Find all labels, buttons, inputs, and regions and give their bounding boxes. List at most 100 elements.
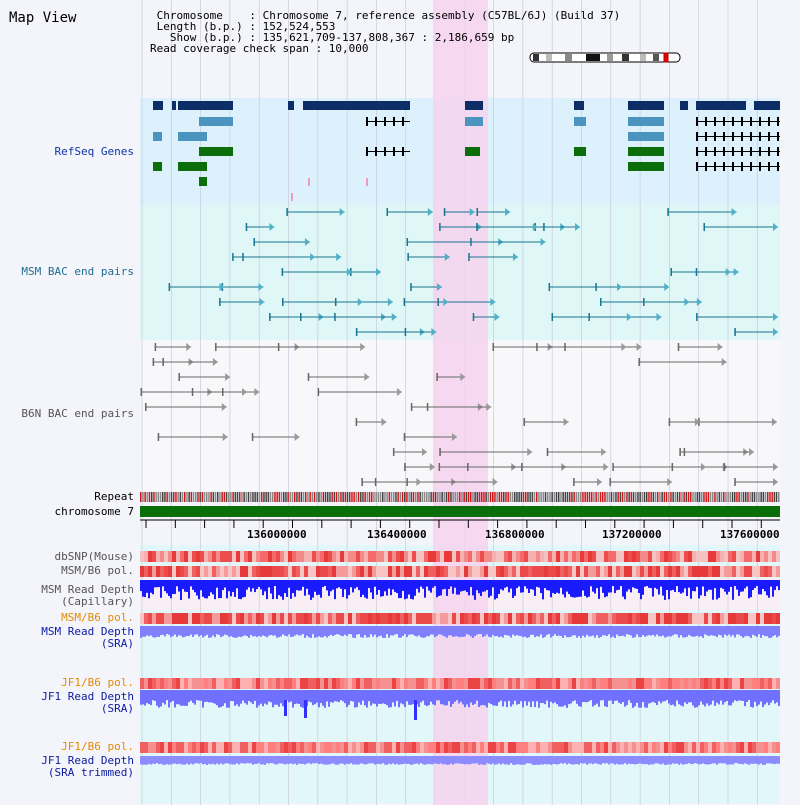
heat-cell (612, 551, 616, 562)
heat-cell (764, 742, 768, 753)
depth-bar (594, 756, 596, 764)
msm-bac-pair-end (407, 253, 409, 261)
heat-cell (196, 551, 200, 562)
depth-bar (612, 626, 614, 637)
depth-bar (582, 580, 584, 591)
depth-bar (348, 626, 350, 635)
depth-bar (680, 626, 682, 636)
jf1-b6-pol-label[interactable]: JF1/B6 pol. (61, 676, 134, 689)
depth-bar (508, 756, 510, 765)
heat-cell (392, 566, 396, 577)
heat-cell (204, 613, 208, 624)
depth-bar (450, 690, 452, 707)
depth-bar (200, 690, 202, 701)
depth-bar (532, 626, 534, 635)
repeat-element (243, 492, 245, 502)
repeat-element (280, 492, 283, 502)
heat-cell (772, 613, 776, 624)
depth-bar (456, 756, 458, 764)
b6n-bac-pair-end (140, 388, 143, 396)
depth-bar (310, 690, 312, 703)
msm-b6-pol-label[interactable]: MSM/B6 pol. (61, 564, 134, 577)
depth-bar (724, 580, 726, 592)
heat-cell (708, 678, 712, 689)
heat-cell (372, 678, 376, 689)
repeat-element (285, 492, 287, 502)
gene-block (628, 162, 664, 171)
depth-bar (146, 690, 148, 704)
jf1-depth-sra-label[interactable]: JF1 Read Depth (SRA) (41, 690, 134, 715)
depth-bar (306, 690, 308, 707)
depth-bar (778, 756, 780, 764)
depth-bar (736, 580, 738, 590)
b6n-bac-label[interactable]: B6N BAC end pairs (21, 407, 134, 420)
depth-bar (370, 626, 372, 635)
heat-cell (572, 742, 576, 753)
depth-bar (328, 626, 330, 637)
heat-cell (624, 551, 628, 562)
depth-bar (374, 580, 376, 587)
refseq-genes-label[interactable]: RefSeq Genes (54, 145, 134, 158)
msm-bac-pair-arrow (494, 313, 500, 321)
repeat-element (769, 492, 771, 502)
depth-bar (192, 626, 194, 638)
depth-bar (190, 690, 192, 701)
heat-cell (140, 551, 144, 562)
dbsnp-label[interactable]: dbSNP(Mouse) (54, 550, 134, 563)
msm-bac-label[interactable]: MSM BAC end pairs (21, 265, 134, 278)
heat-cell (468, 613, 472, 624)
depth-bar (416, 690, 418, 705)
heat-cell (396, 551, 400, 562)
depth-bar (542, 580, 544, 600)
depth-bar (640, 756, 642, 764)
depth-bar (152, 580, 154, 595)
heat-cell (432, 678, 436, 689)
msm-depth-sra-label[interactable]: MSM Read Depth (SRA) (41, 625, 134, 650)
depth-bar (334, 626, 336, 635)
depth-bar (258, 756, 260, 764)
heat-cell (220, 742, 224, 753)
msm-depth-capillary-label[interactable]: MSM Read Depth (Capillary) (41, 583, 134, 608)
depth-bar (468, 580, 470, 596)
depth-bar (206, 690, 208, 702)
jf1-depth-trimmed-label[interactable]: JF1 Read Depth (SRA trimmed) (41, 754, 134, 779)
depth-bar (684, 580, 686, 589)
depth-bar (290, 756, 292, 764)
depth-bar (390, 626, 392, 636)
depth-bar (184, 690, 186, 706)
gene-block (628, 117, 664, 126)
depth-bar (402, 690, 404, 705)
repeat-element (606, 492, 608, 502)
depth-bar (294, 756, 296, 764)
depth-bar (354, 690, 356, 708)
msm-bac-pair-arrow (773, 328, 778, 336)
chromosome-ideogram[interactable] (529, 52, 681, 63)
heat-cell (348, 551, 352, 562)
depth-bar (148, 690, 150, 704)
gene-exon (732, 147, 734, 156)
heat-cell (720, 742, 724, 753)
msm-b6-pol-sra-label[interactable]: MSM/B6 pol. (61, 611, 134, 624)
depth-bar (236, 626, 238, 638)
gene-exon (723, 162, 725, 171)
heat-cell (460, 613, 464, 624)
depth-bar (270, 756, 272, 764)
depth-bar (668, 580, 670, 600)
msm-bac-pair-end (282, 298, 284, 306)
depth-bar (286, 626, 288, 637)
gene-block (178, 132, 207, 141)
depth-bar (406, 756, 408, 765)
depth-bar (726, 580, 728, 595)
depth-bar (318, 626, 320, 637)
heat-cell (256, 551, 260, 562)
heat-cell (216, 742, 220, 753)
depth-bar (370, 756, 372, 764)
depth-bar (148, 626, 150, 637)
msm-bac-pair-end (286, 208, 288, 216)
repeat-element (428, 492, 430, 502)
heat-cell (616, 566, 620, 577)
depth-bar (414, 580, 416, 596)
depth-bar (772, 756, 774, 764)
jf1-b6-pol-trim-label[interactable]: JF1/B6 pol. (61, 740, 134, 753)
